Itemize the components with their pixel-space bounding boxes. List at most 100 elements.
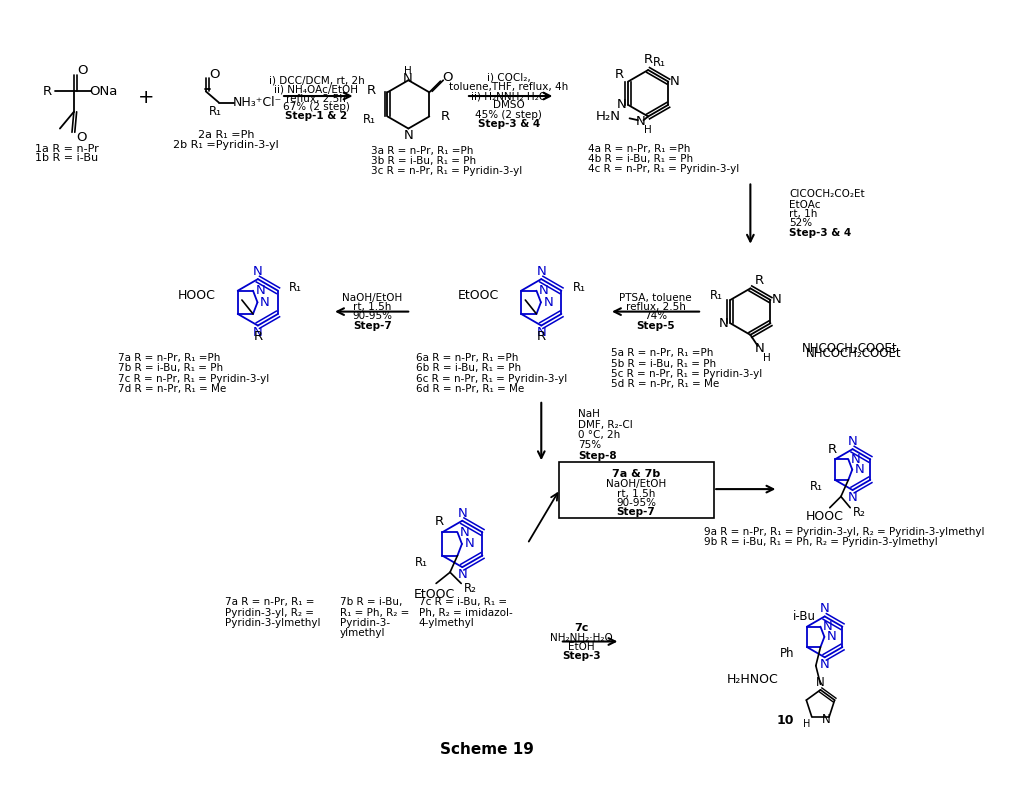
Text: H₂N: H₂N	[596, 110, 620, 123]
Text: 3a R = n-Pr, R₁ =Ph: 3a R = n-Pr, R₁ =Ph	[371, 146, 474, 156]
Text: rt, 1.5h: rt, 1.5h	[617, 489, 656, 499]
Text: N: N	[457, 568, 467, 581]
Text: 7a R = n-Pr, R₁ =: 7a R = n-Pr, R₁ =	[225, 598, 314, 607]
Text: 4-ylmethyl: 4-ylmethyl	[419, 618, 475, 628]
Text: R: R	[435, 515, 444, 528]
Text: N: N	[855, 463, 864, 476]
Text: N: N	[719, 316, 729, 330]
Text: 3b R = i-Bu, R₁ = Ph: 3b R = i-Bu, R₁ = Ph	[371, 156, 477, 166]
Text: 6b R = i-Bu, R₁ = Ph: 6b R = i-Bu, R₁ = Ph	[416, 363, 521, 373]
Text: 5c R = n-Pr, R₁ = Pyridin-3-yl: 5c R = n-Pr, R₁ = Pyridin-3-yl	[611, 369, 762, 379]
Text: R₂: R₂	[853, 506, 865, 519]
Text: N: N	[755, 342, 764, 355]
Text: NH₃⁺Cl⁻: NH₃⁺Cl⁻	[234, 96, 282, 109]
Text: Pyridin-3-ylmethyl: Pyridin-3-ylmethyl	[225, 618, 321, 628]
Text: 7c R = n-Pr, R₁ = Pyridin-3-yl: 7c R = n-Pr, R₁ = Pyridin-3-yl	[119, 374, 270, 383]
Text: ylmethyl: ylmethyl	[339, 628, 385, 638]
Text: 90-95%: 90-95%	[353, 312, 392, 321]
Text: N: N	[260, 296, 270, 308]
Text: 4c R = n-Pr, R₁ = Pyridin-3-yl: 4c R = n-Pr, R₁ = Pyridin-3-yl	[587, 164, 739, 175]
Text: 4a R = n-Pr, R₁ =Ph: 4a R = n-Pr, R₁ =Ph	[587, 144, 690, 154]
Text: N: N	[822, 713, 830, 726]
Text: 2a R₁ =Ph: 2a R₁ =Ph	[197, 130, 254, 140]
Text: N: N	[851, 453, 860, 466]
Text: 6c R = n-Pr, R₁ = Pyridin-3-yl: 6c R = n-Pr, R₁ = Pyridin-3-yl	[416, 374, 567, 383]
Text: N: N	[820, 603, 829, 615]
Text: N: N	[823, 620, 832, 633]
Text: N: N	[403, 128, 414, 142]
Text: ONa: ONa	[89, 84, 118, 98]
Text: N: N	[460, 526, 469, 539]
Text: EtOOC: EtOOC	[414, 588, 455, 601]
Text: R₁: R₁	[209, 105, 221, 118]
Text: 7d R = n-Pr, R₁ = Me: 7d R = n-Pr, R₁ = Me	[119, 383, 226, 394]
Text: Step-7: Step-7	[616, 508, 656, 517]
Text: N: N	[820, 658, 829, 671]
Text: 74%: 74%	[644, 312, 667, 321]
Text: Step-3: Step-3	[561, 651, 601, 662]
Text: NaOH/EtOH: NaOH/EtOH	[342, 292, 402, 303]
Text: +: +	[139, 88, 155, 108]
Text: 6d R = n-Pr, R₁ = Me: 6d R = n-Pr, R₁ = Me	[416, 383, 524, 394]
Text: 7b R = i-Bu, R₁ = Ph: 7b R = i-Bu, R₁ = Ph	[119, 363, 223, 373]
Text: R: R	[367, 84, 376, 97]
Text: 7c: 7c	[574, 623, 588, 634]
Text: Pyridin-3-: Pyridin-3-	[339, 618, 390, 628]
Text: H: H	[763, 353, 771, 363]
Text: i-Bu: i-Bu	[793, 610, 816, 623]
Text: N: N	[255, 285, 266, 297]
Text: R: R	[537, 330, 546, 344]
Text: 45% (2 step): 45% (2 step)	[476, 110, 542, 120]
Text: Scheme 19: Scheme 19	[440, 742, 535, 757]
Text: 52%: 52%	[789, 218, 813, 228]
Text: PTSA, toluene: PTSA, toluene	[619, 292, 692, 303]
Text: NHCOCH₂COOEt: NHCOCH₂COOEt	[807, 347, 902, 360]
Text: N: N	[616, 98, 627, 112]
Text: H: H	[403, 66, 412, 76]
Text: ii) H₂NNH₂·H₂O: ii) H₂NNH₂·H₂O	[470, 91, 547, 101]
Text: H₂HNOC: H₂HNOC	[727, 673, 779, 686]
Text: N: N	[544, 296, 553, 308]
Text: H: H	[803, 719, 811, 729]
Text: 5d R = n-Pr, R₁ = Me: 5d R = n-Pr, R₁ = Me	[611, 379, 720, 389]
Text: N: N	[537, 327, 546, 340]
Text: 1a R = n-Pr: 1a R = n-Pr	[34, 144, 98, 154]
Text: N: N	[464, 537, 475, 551]
Text: 10: 10	[777, 714, 794, 727]
Text: 7a R = n-Pr, R₁ =Ph: 7a R = n-Pr, R₁ =Ph	[119, 353, 221, 363]
Text: N: N	[670, 75, 679, 88]
Text: N: N	[253, 265, 263, 278]
Text: Step-1 & 2: Step-1 & 2	[285, 112, 347, 121]
Text: R₂: R₂	[464, 582, 477, 595]
Text: R: R	[42, 84, 52, 98]
Text: R₁ = Ph, R₂ =: R₁ = Ph, R₂ =	[339, 607, 409, 618]
Text: N: N	[848, 491, 857, 504]
Text: rt, 1h: rt, 1h	[789, 209, 818, 219]
Text: toluene,THF, reflux, 4h: toluene,THF, reflux, 4h	[449, 82, 569, 92]
Text: 5b R = i-Bu, R₁ = Ph: 5b R = i-Bu, R₁ = Ph	[611, 359, 717, 369]
Text: R: R	[253, 330, 263, 344]
Text: R₁: R₁	[652, 56, 666, 69]
Text: R: R	[755, 274, 764, 288]
Text: Step-3 & 4: Step-3 & 4	[789, 228, 852, 238]
Text: 75%: 75%	[578, 441, 602, 450]
Text: 7b R = i-Bu,: 7b R = i-Bu,	[339, 598, 402, 607]
Text: O: O	[209, 69, 219, 81]
Text: 7a & 7b: 7a & 7b	[612, 469, 660, 479]
Text: Step-3 & 4: Step-3 & 4	[478, 119, 540, 129]
Text: N: N	[539, 285, 549, 297]
Text: ii) NH₄OAc/EtOH: ii) NH₄OAc/EtOH	[274, 84, 359, 95]
Text: 2b R₁ =Pyridin-3-yl: 2b R₁ =Pyridin-3-yl	[174, 140, 279, 151]
Text: N: N	[772, 293, 782, 307]
Text: reflux, 2.5h: reflux, 2.5h	[286, 94, 346, 104]
Text: EtOOC: EtOOC	[458, 289, 499, 302]
Text: NH₂NH₂·H₂O: NH₂NH₂·H₂O	[550, 633, 612, 643]
Text: 9b R = i-Bu, R₁ = Ph, R₂ = Pyridin-3-ylmethyl: 9b R = i-Bu, R₁ = Ph, R₂ = Pyridin-3-ylm…	[704, 537, 938, 547]
Text: DMSO: DMSO	[493, 100, 524, 110]
Text: DMF, R₂-Cl: DMF, R₂-Cl	[578, 420, 633, 430]
Text: reflux, 2.5h: reflux, 2.5h	[626, 302, 686, 312]
Text: EtOH: EtOH	[568, 642, 595, 652]
Text: Step-8: Step-8	[578, 450, 617, 461]
Text: R₁: R₁	[363, 112, 376, 126]
Text: EtOAc: EtOAc	[789, 200, 821, 210]
